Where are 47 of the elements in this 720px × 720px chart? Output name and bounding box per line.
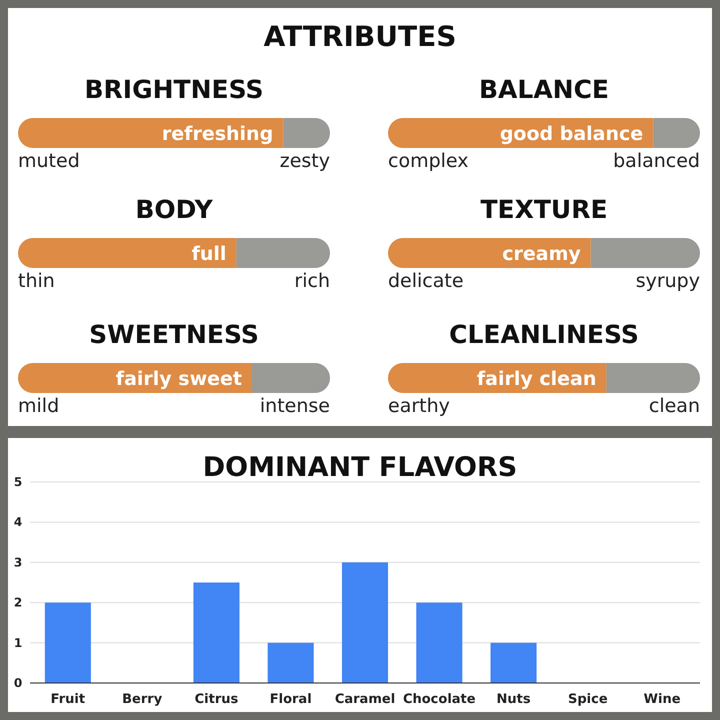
x-tick-label: Spice bbox=[568, 692, 608, 707]
x-tick-label: Wine bbox=[644, 692, 681, 707]
annotation: refreshing bbox=[162, 123, 274, 145]
text: muted bbox=[18, 150, 80, 172]
x-tick-label: Fruit bbox=[50, 692, 86, 707]
text: zesty bbox=[280, 150, 330, 172]
bar bbox=[268, 642, 314, 683]
x-tick-label: Caramel bbox=[334, 692, 396, 707]
chart-title: SWEETNESS bbox=[89, 320, 259, 349]
text: earthy bbox=[388, 395, 450, 417]
text: syrupy bbox=[636, 270, 700, 292]
y-tick-label: 5 bbox=[14, 475, 22, 489]
chart-title: DOMINANT FLAVORS bbox=[202, 452, 518, 483]
text: intense bbox=[260, 395, 330, 417]
chart-title: BODY bbox=[135, 195, 214, 224]
bar bbox=[342, 562, 388, 683]
x-tick-label: Citrus bbox=[194, 692, 239, 707]
text: mild bbox=[18, 395, 60, 417]
y-tick-label: 4 bbox=[14, 515, 22, 530]
text: ATTRIBUTES bbox=[264, 20, 456, 53]
x-tick-label: Berry bbox=[122, 692, 163, 707]
y-tick-label: 0 bbox=[14, 676, 22, 690]
bar bbox=[44, 602, 91, 683]
y-tick-label: 1 bbox=[14, 636, 22, 650]
annotation: good balance bbox=[500, 123, 644, 145]
text: complex bbox=[388, 150, 469, 172]
text: balanced bbox=[613, 150, 700, 172]
chart-title: CLEANLINESS bbox=[449, 320, 639, 349]
y-tick-label: 3 bbox=[14, 555, 22, 570]
text: thin bbox=[18, 270, 55, 292]
annotation: fairly sweet bbox=[116, 368, 242, 390]
x-tick-label: Floral bbox=[270, 692, 312, 707]
x-tick-label: Nuts bbox=[496, 692, 531, 707]
text: delicate bbox=[388, 270, 464, 292]
bar bbox=[416, 602, 462, 683]
y-tick-label: 2 bbox=[14, 596, 22, 610]
bar bbox=[490, 642, 537, 683]
x-tick-label: Chocolate bbox=[402, 692, 476, 707]
annotation: full bbox=[192, 243, 226, 265]
chart-title: TEXTURE bbox=[480, 195, 608, 224]
bar bbox=[193, 582, 240, 683]
text: rich bbox=[294, 270, 330, 292]
chart-title: BALANCE bbox=[478, 75, 610, 104]
text: clean bbox=[648, 395, 700, 417]
annotation: creamy bbox=[502, 243, 582, 265]
annotation: fairly clean bbox=[476, 368, 596, 390]
chart-title: BRIGHTNESS bbox=[84, 75, 264, 104]
